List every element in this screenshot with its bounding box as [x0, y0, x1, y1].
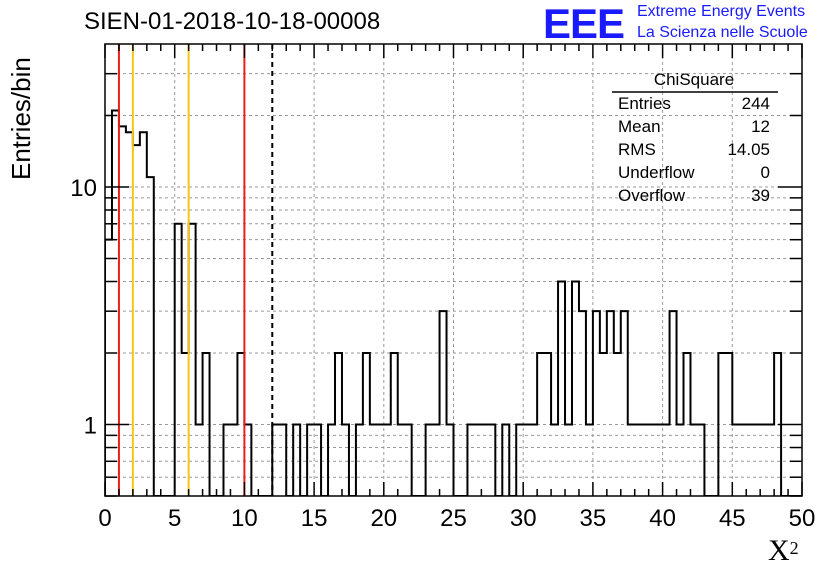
stat-value: 12 [751, 117, 770, 136]
x-axis-label-exponent: 2 [789, 538, 799, 558]
stats-box-title: ChiSquare [653, 70, 735, 89]
x-tick-label: 30 [510, 505, 537, 532]
x-tick-label: 50 [789, 505, 816, 532]
x-tick-label: 20 [370, 505, 397, 532]
logo-line-1: Extreme Energy Events [637, 3, 806, 20]
stat-row-overflow: Overflow 39 [618, 186, 770, 206]
x-tick-label: 25 [440, 505, 467, 532]
stat-row-underflow: Underflow 0 [618, 163, 770, 183]
eee-logo: EEE [543, 0, 625, 47]
stat-label: Entries [618, 94, 671, 113]
x-tick-label: 45 [719, 505, 746, 532]
y-axis-label: Entries/bin [6, 57, 36, 180]
stat-label: Underflow [618, 163, 695, 182]
x-axis-label: X2 [768, 534, 799, 568]
x-tick-label: 5 [168, 505, 181, 532]
stat-row-rms: RMS 14.05 [618, 140, 770, 160]
stat-value: 39 [751, 186, 770, 205]
x-tick-label: 35 [580, 505, 607, 532]
stat-value: 14.05 [727, 140, 770, 159]
y-tick-label: 1 [84, 413, 97, 440]
stat-label: Mean [618, 117, 661, 136]
chart-title: SIEN-01-2018-10-18-00008 [84, 8, 381, 35]
stat-label: Overflow [618, 186, 686, 205]
x-tick-label: 10 [231, 505, 258, 532]
x-tick-label: 15 [301, 505, 328, 532]
y-tick-label: 10 [70, 175, 97, 202]
stat-row-mean: Mean 12 [618, 117, 770, 137]
stat-label: RMS [618, 140, 656, 159]
x-tick-label: 0 [98, 505, 111, 532]
stat-value: 0 [760, 163, 770, 182]
x-axis-label-base: X [768, 534, 790, 567]
logo-line-2: La Scienza nelle Scuole [637, 24, 808, 41]
x-tick-label: 40 [649, 505, 676, 532]
stat-row-entries: Entries 244 [618, 94, 770, 114]
histogram-bars [105, 109, 802, 496]
stat-value: 244 [741, 94, 770, 113]
